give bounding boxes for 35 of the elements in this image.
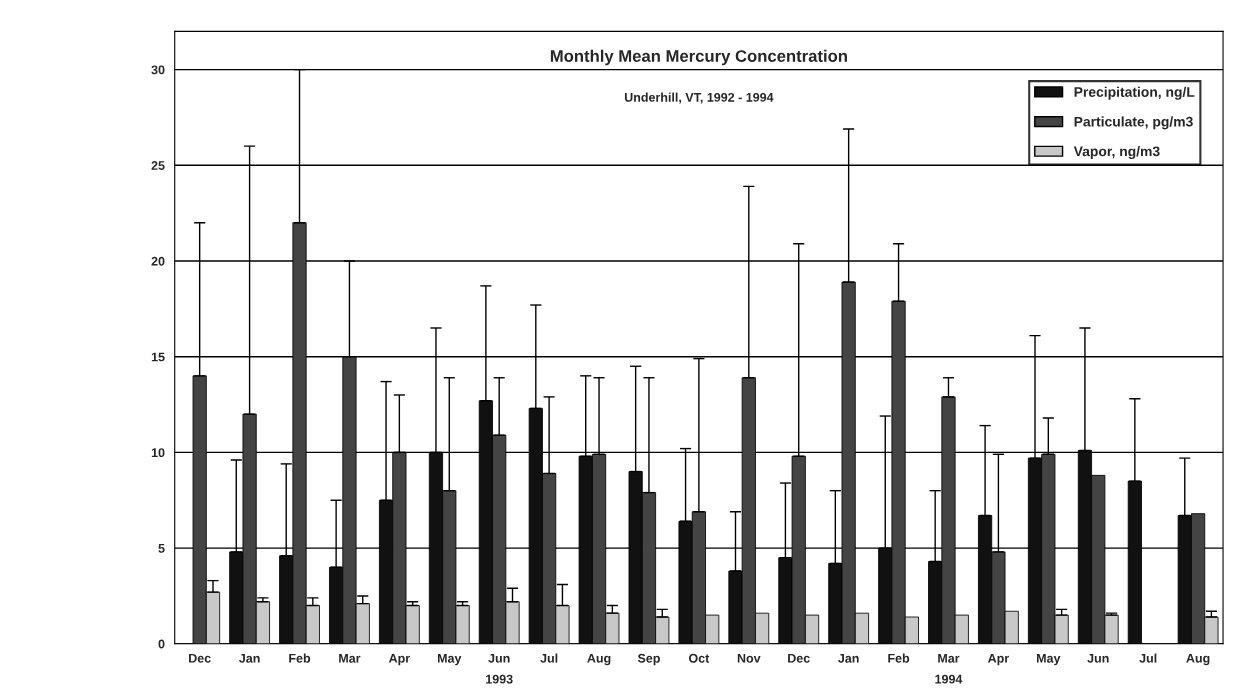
- y-tick-label: 10: [151, 448, 165, 458]
- x-tick-label: May: [1037, 653, 1061, 666]
- text: Underhill, VT, 1992 - 1994: [624, 92, 774, 104]
- legend-label: Particulate, pg/m3: [1074, 116, 1193, 130]
- x-tick-label: Jun: [1087, 653, 1109, 663]
- x-tick-label: Dec: [189, 653, 211, 663]
- x-tick-label: Jul: [540, 653, 558, 663]
- x-tick-label: Mar: [339, 653, 361, 663]
- y-tick-label: 30: [151, 65, 165, 75]
- x-tick-label: Jul: [1139, 653, 1157, 663]
- y-tick-label: 25: [151, 161, 165, 170]
- x-tick-label: Mar: [938, 653, 960, 663]
- y-tick-label: 0: [158, 639, 165, 649]
- x-tick-label: Apr: [388, 653, 410, 666]
- x-tick-label: Oct: [688, 653, 710, 663]
- x-tick-label: Apr: [987, 653, 1009, 666]
- text: Monthly Mean Mercury Concentration: [550, 49, 847, 66]
- x-tick-label: May: [437, 653, 462, 666]
- x-tick-label: Sep: [637, 653, 660, 666]
- x-tick-label: Aug: [587, 653, 611, 666]
- x-tick-label: Feb: [888, 653, 910, 663]
- y-tick-label: 15: [151, 352, 165, 362]
- text: 1994: [935, 674, 963, 684]
- x-tick-label: Nov: [737, 653, 761, 663]
- text: 1993: [486, 674, 513, 684]
- legend-label: Vapor, ng/m3: [1073, 146, 1160, 160]
- x-tick-label: Feb: [289, 653, 311, 663]
- y-tick-label: 5: [158, 544, 165, 553]
- y-tick-label: 20: [151, 256, 165, 266]
- x-tick-label: Aug: [1186, 653, 1210, 666]
- x-tick-label: Jan: [239, 653, 260, 663]
- x-tick-label: Dec: [788, 653, 810, 663]
- x-tick-label: Jun: [488, 653, 510, 663]
- x-tick-label: Jan: [838, 653, 859, 663]
- legend-label: Precipitation, ng/L: [1074, 86, 1195, 100]
